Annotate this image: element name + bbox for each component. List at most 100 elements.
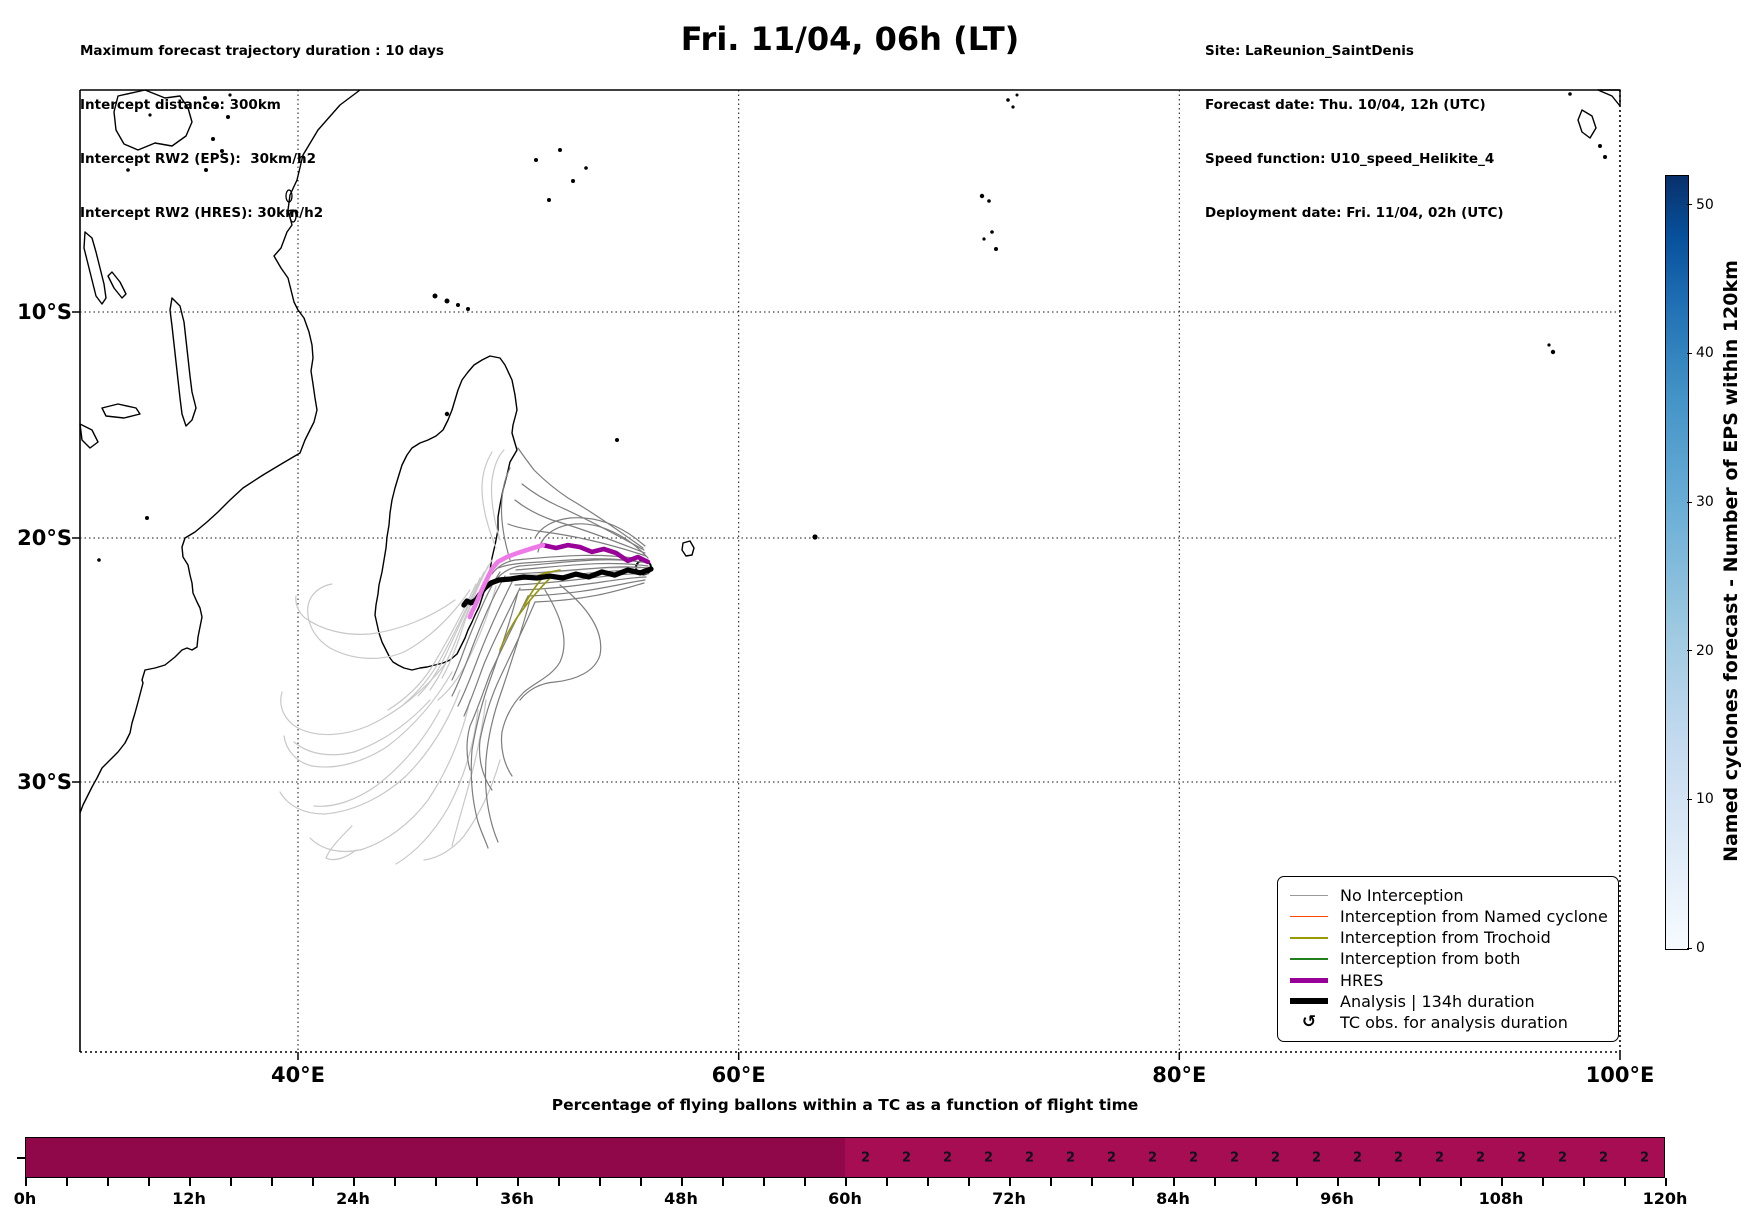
island-speck <box>97 558 101 562</box>
trochoid-interception-trajectory <box>523 571 549 607</box>
speed-function-text: Speed function: U10_speed_Helikite_4 <box>1205 151 1495 167</box>
strip-x-tick <box>1501 1178 1503 1186</box>
ensemble-trajectory-light <box>325 825 357 861</box>
colorbar-tick-label: 0 <box>1696 940 1705 956</box>
island-speck <box>547 198 551 202</box>
strip-x-tick-label: 12h <box>172 1189 206 1208</box>
trochoid-interception-trajectory <box>531 569 561 579</box>
legend-item: Interception from Named cyclone <box>1290 906 1608 927</box>
strip-bin-count-label: 2 <box>1352 1150 1363 1165</box>
strip-x-tick <box>189 1178 191 1186</box>
intercept-rw2-eps-text: Intercept RW2 (EPS): 30km/h2 <box>80 151 316 167</box>
strip-x-tick <box>845 1178 847 1186</box>
island-speck <box>1550 349 1556 355</box>
strip-x-tick <box>599 1178 601 1186</box>
ensemble-trajectory <box>519 584 602 701</box>
reunion-island <box>635 559 652 576</box>
page-title: Fri. 11/04, 06h (LT) <box>680 20 1020 58</box>
strip-x-tick <box>968 1178 970 1186</box>
ensemble-trajectory <box>470 591 519 849</box>
tc-obs-rotation-icon: ↺ <box>1301 1011 1317 1032</box>
colorbar <box>1665 175 1689 950</box>
strip-bin-count-label: 2 <box>1270 1150 1281 1165</box>
strip-x-tick-label: 108h <box>1478 1189 1524 1208</box>
island-speck <box>987 199 991 203</box>
x-axis-tick-label: 100°E <box>1585 1063 1655 1087</box>
ensemble-trajectory <box>457 581 513 707</box>
ensemble-trajectory <box>451 575 506 697</box>
x-axis-tick-label: 80°E <box>1152 1063 1207 1087</box>
strip-x-tick <box>1009 1178 1011 1186</box>
legend-line-swatch <box>1290 958 1328 960</box>
ensemble-trajectory <box>478 601 536 791</box>
ensemble-trajectory-light <box>490 449 505 541</box>
strip-bin-count-label: 2 <box>983 1150 994 1165</box>
island-speck <box>466 307 470 311</box>
strip-x-tick-label: 0h <box>13 1189 37 1208</box>
y-axis-tick-label: 30°S <box>17 770 72 794</box>
ensemble-trajectory <box>514 499 646 554</box>
strip-x-tick <box>1050 1178 1052 1186</box>
legend-item: Interception from both <box>1290 948 1606 969</box>
forecast-info-block: Site: LaReunion_SaintDenis Forecast date… <box>1205 6 1504 258</box>
strip-bin-count-label: 2 <box>1557 1150 1568 1165</box>
hres-trajectory-dark <box>540 542 651 565</box>
strip-bin-count-label: 2 <box>1106 1150 1117 1165</box>
island-speck <box>982 237 986 241</box>
strip-y-tick <box>17 1157 25 1159</box>
strip-bin-count-label: 2 <box>1516 1150 1527 1165</box>
x-axis-tick-label: 60°E <box>711 1063 766 1087</box>
strip-x-tick <box>271 1178 273 1186</box>
ensemble-trajectory-light <box>395 709 479 865</box>
colorbar-tick-label: 30 <box>1696 494 1714 511</box>
legend-line-swatch <box>1290 894 1328 897</box>
ensemble-trajectory <box>509 566 649 575</box>
legend-item-label: Interception from both <box>1340 949 1521 969</box>
strip-x-tick <box>804 1178 806 1186</box>
legend-item-label: Interception from Trochoid <box>1340 928 1551 948</box>
legend-item-label: Interception from Named cyclone <box>1340 907 1608 927</box>
colorbar-tick <box>1687 204 1692 206</box>
forecast-date-text: Forecast date: Thu. 10/04, 12h (UTC) <box>1205 97 1486 113</box>
analysis-trajectory <box>461 566 654 608</box>
y-axis-tick-label: 20°S <box>17 526 72 550</box>
ensemble-trajectory-light <box>295 595 456 635</box>
ensemble-trajectory-light <box>519 567 641 577</box>
strip-bin-count-label: 2 <box>1434 1150 1445 1165</box>
ensemble-trajectory-light <box>387 583 477 711</box>
strip-bin-count-label: 2 <box>1393 1150 1404 1165</box>
ensemble-trajectory-light <box>279 689 461 815</box>
lake-malawi <box>169 297 197 427</box>
island-speck <box>558 148 562 152</box>
strip-x-tick <box>230 1178 232 1186</box>
ensemble-trajectory-light <box>451 699 487 847</box>
strip-chart-bar <box>25 1137 1665 1178</box>
island-speck <box>812 534 818 540</box>
ensemble-trajectory <box>451 571 501 681</box>
intercept-distance-text: Intercept distance: 300km <box>80 97 281 113</box>
strip-x-tick-label: 36h <box>500 1189 534 1208</box>
ensemble-trajectory <box>497 558 641 569</box>
strip-x-tick <box>1419 1178 1421 1186</box>
deployment-date-text: Deployment date: Fri. 11/04, 02h (UTC) <box>1205 205 1504 221</box>
legend-line-swatch <box>1290 937 1328 939</box>
strip-x-tick <box>1132 1178 1134 1186</box>
strip-x-tick <box>927 1178 929 1186</box>
strip-bin-count-label: 2 <box>1598 1150 1609 1165</box>
legend-item-label: HRES <box>1340 970 1384 990</box>
strip-x-tick <box>353 1178 355 1186</box>
strip-x-tick <box>558 1178 560 1186</box>
lake-bangweulu <box>101 403 141 419</box>
island-speck <box>1011 105 1015 109</box>
colorbar-tick <box>1687 501 1692 503</box>
strip-chart-title: Percentage of flying ballons within a TC… <box>551 1096 1139 1114</box>
legend-line-swatch <box>1290 977 1328 983</box>
trochoid-interception-trajectory <box>499 575 553 651</box>
ensemble-trajectory-light <box>313 709 441 807</box>
lake-rukwa <box>107 271 127 299</box>
colorbar-tick <box>1687 650 1692 652</box>
strip-x-tick <box>107 1178 109 1186</box>
island-speck <box>1006 98 1010 102</box>
madagascar-coastline <box>374 355 518 671</box>
